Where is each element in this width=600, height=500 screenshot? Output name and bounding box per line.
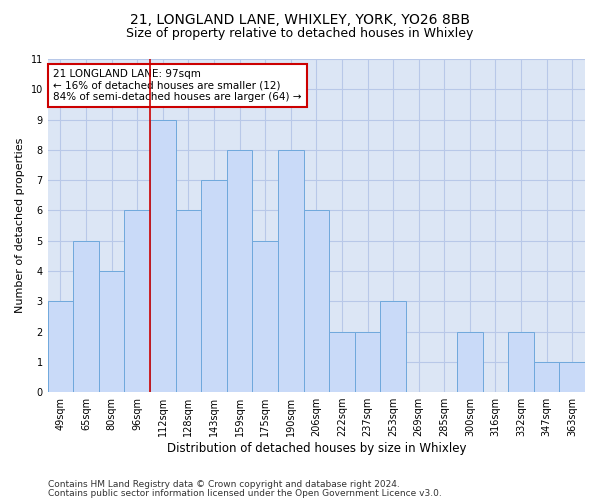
Y-axis label: Number of detached properties: Number of detached properties — [15, 138, 25, 313]
Bar — [47, 301, 73, 392]
Bar — [329, 332, 355, 392]
Text: Size of property relative to detached houses in Whixley: Size of property relative to detached ho… — [127, 28, 473, 40]
Bar — [380, 301, 406, 392]
Text: Contains public sector information licensed under the Open Government Licence v3: Contains public sector information licen… — [48, 489, 442, 498]
Bar — [124, 210, 150, 392]
Bar — [150, 120, 176, 392]
Bar — [201, 180, 227, 392]
Bar — [176, 210, 201, 392]
Bar — [73, 240, 99, 392]
Bar — [457, 332, 482, 392]
Bar — [253, 240, 278, 392]
Text: Contains HM Land Registry data © Crown copyright and database right 2024.: Contains HM Land Registry data © Crown c… — [48, 480, 400, 489]
Bar — [99, 271, 124, 392]
Text: 21, LONGLAND LANE, WHIXLEY, YORK, YO26 8BB: 21, LONGLAND LANE, WHIXLEY, YORK, YO26 8… — [130, 12, 470, 26]
Bar — [559, 362, 585, 392]
Bar — [355, 332, 380, 392]
X-axis label: Distribution of detached houses by size in Whixley: Distribution of detached houses by size … — [167, 442, 466, 455]
Bar — [227, 150, 253, 392]
Bar — [508, 332, 534, 392]
Text: 21 LONGLAND LANE: 97sqm
← 16% of detached houses are smaller (12)
84% of semi-de: 21 LONGLAND LANE: 97sqm ← 16% of detache… — [53, 69, 302, 102]
Bar — [304, 210, 329, 392]
Bar — [534, 362, 559, 392]
Bar — [278, 150, 304, 392]
